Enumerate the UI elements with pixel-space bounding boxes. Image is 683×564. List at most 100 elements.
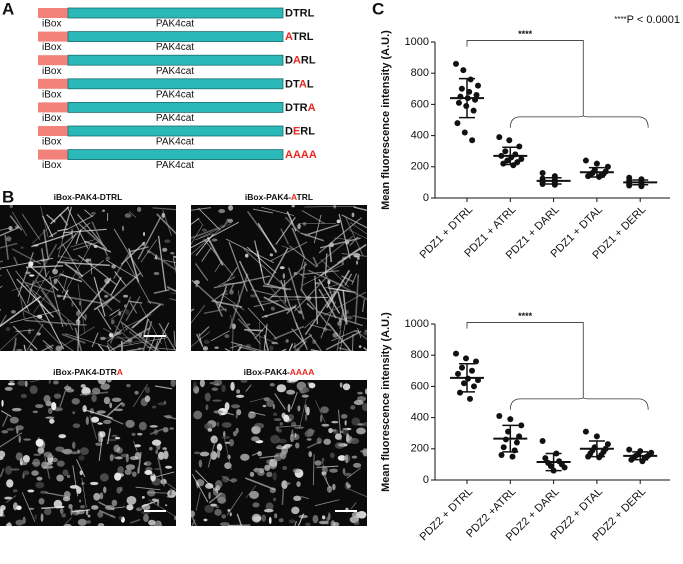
cell (28, 507, 35, 510)
catalytic-domain (67, 102, 284, 113)
y-tick-label: 200 (411, 161, 429, 173)
data-point (500, 444, 507, 451)
cell (27, 328, 31, 335)
cell (249, 471, 255, 477)
cell (162, 426, 169, 433)
cell (321, 515, 326, 520)
filament (302, 264, 343, 286)
filament (153, 257, 176, 264)
filament (62, 289, 69, 301)
filament (129, 246, 149, 253)
filament (326, 277, 367, 301)
cell (341, 260, 344, 266)
cell (47, 407, 53, 415)
cell (308, 451, 313, 458)
filament (59, 273, 83, 283)
filament (338, 213, 351, 259)
micrograph (191, 205, 367, 351)
filament (221, 475, 235, 484)
cell (78, 499, 82, 503)
cell (77, 518, 87, 526)
cell (215, 492, 226, 501)
ibox-domain (38, 149, 68, 160)
filament (158, 323, 176, 351)
cell (137, 432, 143, 436)
cell (296, 481, 301, 488)
cell (281, 480, 288, 490)
y-tick-label: 1000 (405, 36, 429, 48)
filament (75, 229, 82, 245)
filament (98, 501, 115, 511)
significance-bracket (466, 40, 584, 116)
data-point (458, 85, 465, 92)
cell (131, 432, 136, 436)
data-point (604, 163, 611, 170)
cell (318, 520, 329, 525)
filament (297, 272, 306, 279)
catalytic-label: PAK4cat (156, 160, 194, 171)
filament (105, 259, 139, 280)
filament (169, 298, 176, 301)
text-part: DT (285, 78, 300, 90)
cell (79, 447, 89, 456)
filament (294, 275, 328, 312)
filament (254, 325, 267, 340)
significance-bracket (466, 322, 584, 398)
filament (259, 455, 279, 459)
cell (354, 329, 360, 333)
filament (346, 467, 361, 479)
cell (114, 408, 124, 412)
filament (21, 213, 41, 240)
filament (128, 211, 137, 218)
cell (349, 437, 360, 445)
filament (61, 243, 83, 278)
y-axis-label: Mean fluorescence intensity (A.U.) (380, 30, 392, 210)
cell (262, 404, 267, 408)
filament (191, 304, 206, 324)
cell (291, 429, 294, 437)
filament (213, 298, 223, 317)
data-point (498, 452, 505, 459)
filament (11, 273, 65, 291)
cell (77, 449, 81, 454)
cell (265, 502, 274, 511)
filament (217, 276, 236, 287)
cell (40, 513, 44, 522)
cell (63, 386, 72, 390)
cell (249, 294, 257, 298)
error-bar (588, 166, 605, 178)
cell (361, 403, 367, 412)
filament (321, 471, 331, 489)
comparison-brace (509, 397, 649, 410)
cell (91, 394, 97, 403)
filament (257, 299, 302, 302)
filament (142, 318, 149, 338)
filament (352, 334, 354, 351)
cell (15, 519, 24, 526)
filament (210, 330, 230, 342)
cell (340, 414, 348, 419)
filament (59, 213, 69, 226)
cell (20, 246, 24, 249)
cell (38, 498, 45, 505)
cell (97, 380, 107, 385)
cell (230, 381, 235, 391)
filament (288, 343, 294, 351)
filament (257, 222, 277, 253)
comparison-brace (509, 115, 649, 128)
cell (209, 381, 218, 385)
filament (84, 240, 112, 253)
filament (198, 326, 210, 337)
cell (263, 508, 274, 513)
cell (43, 395, 51, 403)
filament (89, 414, 98, 440)
filament (347, 488, 367, 498)
cell (135, 507, 143, 512)
domain-label: iBox (42, 19, 61, 30)
filament (225, 238, 275, 264)
filament (336, 329, 342, 351)
text-part: A (285, 31, 293, 43)
cell (31, 461, 40, 465)
y-tick-label: 600 (411, 98, 429, 110)
filament (78, 223, 103, 246)
